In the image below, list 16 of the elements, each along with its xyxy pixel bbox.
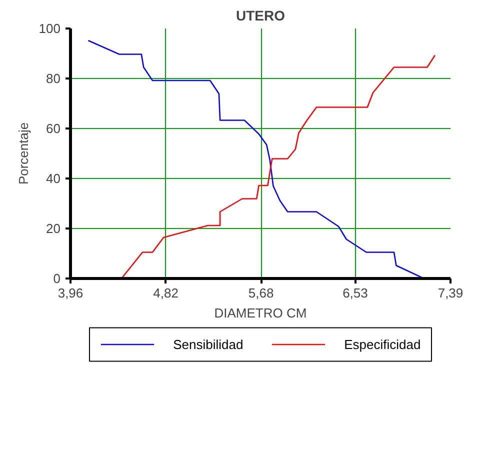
x-tick-label: 6,53 xyxy=(342,286,368,300)
y-tick-label: 100 xyxy=(38,21,61,36)
y-tick-label: 20 xyxy=(46,221,61,236)
legend-label: Especificidad xyxy=(344,337,421,352)
y-tick-label: 80 xyxy=(46,71,61,86)
x-axis-title: DIAMETRO CM xyxy=(214,306,307,320)
x-tick-label: 4,82 xyxy=(153,286,178,300)
y-tick-label: 40 xyxy=(46,171,61,186)
y-tick-label: 0 xyxy=(53,271,61,286)
y-axis-title: Porcentaje xyxy=(16,122,31,185)
y-tick-label: 60 xyxy=(46,121,61,136)
x-tick-label: 3,96 xyxy=(58,286,84,300)
chart-title: UTERO xyxy=(236,8,286,24)
x-tick-label: 5,68 xyxy=(248,286,274,300)
x-tick-label: 7,39 xyxy=(438,286,464,300)
legend-label: Sensibilidad xyxy=(173,337,244,352)
